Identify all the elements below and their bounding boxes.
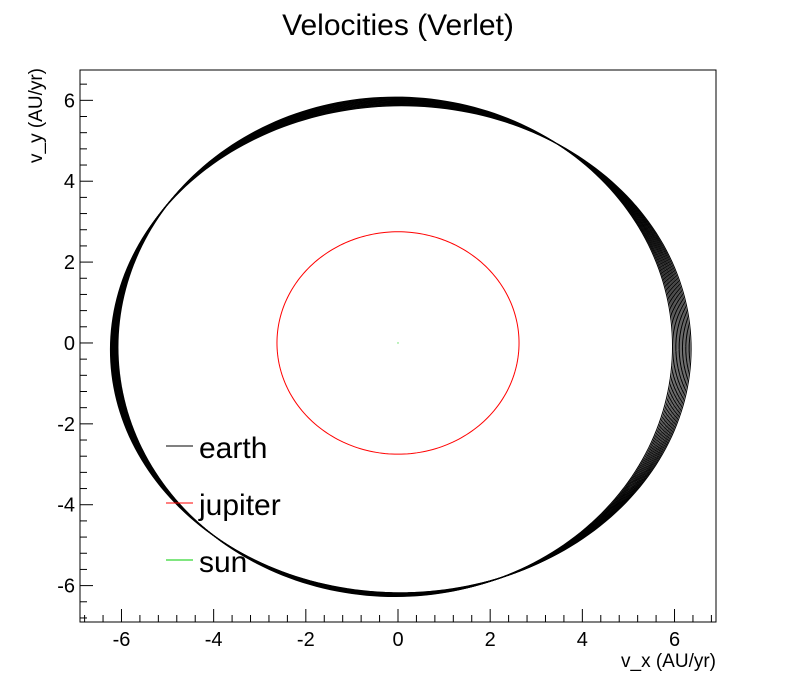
- axes-layer: -6 -4 -2 0 2 4 6 -6 -4 -2 0 2 4 6: [57, 83, 712, 651]
- y-tick-label: 2: [64, 252, 75, 274]
- series-layer: [109, 96, 692, 598]
- x-tick-label: -2: [297, 629, 315, 651]
- y-tick-label: -2: [57, 414, 75, 436]
- y-tick-label: -6: [57, 576, 75, 598]
- series-jupiter: [276, 231, 520, 455]
- x-tick-label: 2: [485, 629, 496, 651]
- x-tick-label: -4: [205, 629, 223, 651]
- series-line-jupiter: [276, 231, 520, 455]
- series-sun: [397, 342, 399, 344]
- y-tick-label: 4: [64, 171, 75, 193]
- legend-label-sun: sun: [199, 546, 247, 579]
- x-axis-title: v_x (AU/yr): [621, 651, 716, 672]
- plot-frame: [79, 69, 717, 623]
- y-tick-label: 6: [64, 90, 75, 112]
- y-axis-title: v_y (AU/yr): [26, 68, 47, 163]
- series-point-sun: [397, 342, 399, 344]
- x-tick-label: -6: [113, 629, 131, 651]
- legend-label-earth: earth: [199, 432, 267, 465]
- legend: earth jupiter sun: [166, 432, 281, 579]
- x-tick-label: 4: [577, 629, 588, 651]
- x-tick-label: 0: [392, 629, 403, 651]
- y-tick-label: -4: [57, 495, 75, 517]
- y-tick-label: 0: [64, 333, 75, 355]
- series-earth: [109, 96, 692, 598]
- legend-label-jupiter: jupiter: [198, 489, 281, 522]
- series-line-earth: [109, 105, 692, 594]
- chart-title: Velocities (Verlet): [282, 9, 514, 42]
- x-tick-label: 6: [669, 629, 680, 651]
